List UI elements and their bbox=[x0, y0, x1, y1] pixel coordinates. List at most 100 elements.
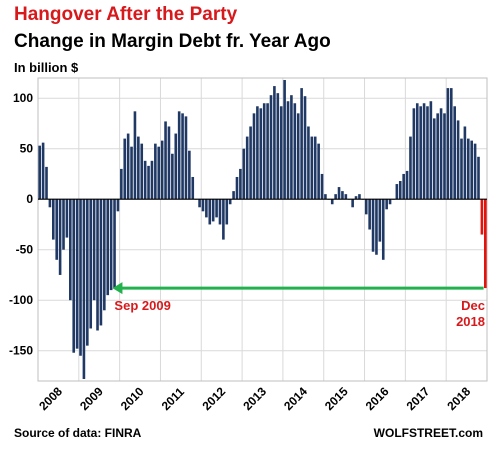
bar bbox=[232, 191, 235, 200]
bar bbox=[330, 199, 334, 205]
x-tick-label: 2015 bbox=[322, 384, 351, 413]
x-tick-label: 2011 bbox=[159, 385, 188, 414]
annotation-label-2018: 2018 bbox=[456, 314, 485, 329]
bar bbox=[252, 113, 256, 200]
bar bbox=[164, 121, 167, 200]
bar bbox=[279, 106, 283, 200]
bar bbox=[364, 199, 368, 215]
bar bbox=[256, 106, 259, 200]
bar bbox=[188, 150, 191, 200]
y-tick-label: 100 bbox=[13, 91, 33, 105]
bar bbox=[211, 199, 215, 222]
x-tick-label: 2016 bbox=[363, 384, 392, 413]
bar bbox=[201, 199, 205, 212]
bar bbox=[358, 194, 361, 200]
bar bbox=[45, 166, 48, 200]
source-note: Source of data: FINRA bbox=[14, 426, 142, 440]
bar bbox=[75, 199, 79, 349]
bar bbox=[58, 199, 62, 275]
bar bbox=[432, 118, 436, 200]
bar bbox=[92, 199, 96, 301]
chart-title: Hangover After the Party bbox=[14, 4, 238, 25]
bar bbox=[171, 153, 174, 200]
bar bbox=[106, 199, 110, 296]
bar bbox=[460, 138, 463, 200]
bar bbox=[439, 108, 443, 200]
y-axis-unit-label: In billion $ bbox=[14, 60, 79, 75]
bar bbox=[62, 199, 65, 250]
bar bbox=[52, 199, 55, 240]
bar bbox=[381, 199, 385, 260]
grid-layer bbox=[37, 77, 488, 382]
bar bbox=[449, 88, 453, 200]
bar bbox=[184, 116, 188, 200]
bar bbox=[79, 199, 82, 356]
bar bbox=[109, 199, 113, 291]
bar bbox=[310, 136, 314, 200]
bar bbox=[344, 194, 348, 200]
bar bbox=[154, 143, 157, 200]
bar bbox=[446, 88, 450, 200]
bar bbox=[150, 160, 154, 200]
bar bbox=[140, 143, 144, 200]
x-tick-label: 2018 bbox=[444, 384, 473, 413]
bar bbox=[157, 146, 161, 200]
x-tick-label: 2013 bbox=[240, 384, 269, 413]
bar bbox=[375, 199, 378, 255]
bar bbox=[143, 160, 147, 200]
bar bbox=[259, 108, 263, 200]
bar bbox=[120, 168, 123, 200]
comparison-arrow-head bbox=[112, 282, 123, 295]
bar bbox=[239, 168, 242, 200]
bar bbox=[191, 176, 195, 200]
brand-watermark: WOLFSTREET.com bbox=[373, 426, 483, 440]
bar bbox=[480, 199, 484, 235]
bar bbox=[300, 88, 303, 200]
annotation-label-dec: Dec bbox=[461, 298, 485, 313]
y-tick-label: 0 bbox=[26, 192, 33, 206]
y-tick-label: 50 bbox=[20, 142, 34, 156]
bar bbox=[477, 156, 480, 200]
x-tick-label: 2010 bbox=[118, 384, 147, 413]
bar bbox=[249, 126, 252, 200]
x-tick-label: 2008 bbox=[36, 384, 65, 413]
bar bbox=[242, 148, 246, 200]
bar bbox=[89, 199, 93, 329]
bar bbox=[160, 140, 164, 200]
bar bbox=[205, 199, 208, 218]
bar bbox=[55, 199, 59, 260]
bar bbox=[116, 199, 120, 212]
bar bbox=[371, 199, 375, 252]
bar bbox=[181, 113, 184, 200]
bar bbox=[341, 191, 344, 200]
bar bbox=[38, 145, 42, 200]
x-tick-label: 2009 bbox=[77, 384, 106, 413]
bar bbox=[174, 133, 178, 200]
bar bbox=[426, 106, 429, 200]
bar bbox=[320, 173, 324, 200]
bar bbox=[290, 95, 293, 200]
bar bbox=[483, 199, 487, 289]
bar bbox=[198, 199, 201, 208]
bar bbox=[69, 199, 72, 301]
x-tick-label: 2012 bbox=[199, 384, 228, 413]
bar bbox=[48, 199, 52, 208]
bar bbox=[334, 194, 337, 200]
plot-border bbox=[37, 77, 488, 382]
bar bbox=[436, 113, 439, 200]
bar bbox=[273, 86, 276, 200]
bar bbox=[137, 136, 140, 200]
annotation-label-sep-2009: Sep 2009 bbox=[114, 298, 170, 313]
bar bbox=[415, 103, 419, 200]
bar bbox=[82, 199, 86, 379]
bar bbox=[337, 187, 341, 200]
bar bbox=[262, 103, 266, 200]
bar bbox=[225, 199, 229, 225]
bar bbox=[422, 103, 426, 200]
y-tick-label: -50 bbox=[16, 243, 34, 257]
bar bbox=[388, 199, 392, 205]
bar bbox=[167, 126, 171, 200]
bar bbox=[228, 199, 232, 205]
bar bbox=[303, 96, 307, 200]
